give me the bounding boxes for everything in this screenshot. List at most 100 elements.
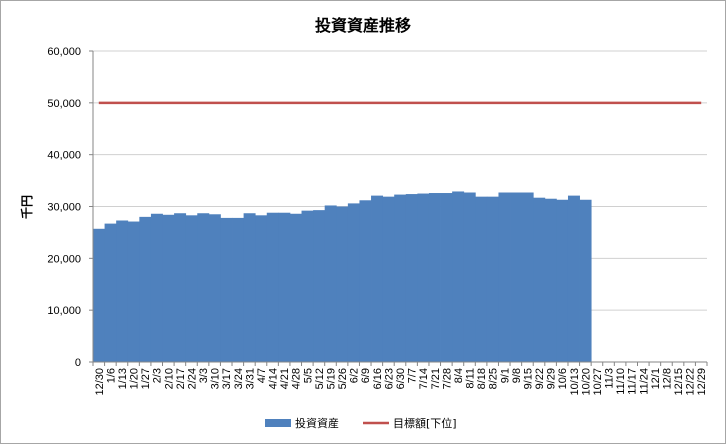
bar-series <box>93 191 592 362</box>
x-tick-label: 8/25 <box>488 368 500 389</box>
bar <box>394 194 407 362</box>
x-tick-label: 12/29 <box>696 368 708 396</box>
bar <box>463 192 476 362</box>
bar <box>382 196 395 362</box>
bar <box>127 221 140 362</box>
bar <box>567 195 580 362</box>
x-tick-label: 10/13 <box>569 368 581 396</box>
bar <box>255 215 268 362</box>
x-tick-label: 5/26 <box>337 368 349 389</box>
bar <box>243 213 256 362</box>
bar <box>475 196 488 362</box>
x-tick-label: 1/27 <box>140 368 152 389</box>
bar <box>440 193 453 362</box>
chart-title: 投資資産推移 <box>315 16 411 35</box>
x-tick-label: 8/11 <box>465 368 477 389</box>
x-tick-label: 4/7 <box>256 368 268 383</box>
bar <box>336 206 349 362</box>
bar <box>556 199 569 362</box>
bar <box>278 212 291 362</box>
y-axis-label: 千円 <box>19 195 34 219</box>
bar <box>510 192 523 362</box>
bar <box>139 216 152 362</box>
x-tick-label: 4/21 <box>279 368 291 389</box>
y-tick-label: 20,000 <box>47 253 81 265</box>
y-tick-label: 60,000 <box>47 46 81 58</box>
bar <box>359 200 372 362</box>
x-tick-label: 10/20 <box>580 368 592 396</box>
x-tick-label: 12/30 <box>94 368 106 396</box>
bar <box>185 215 198 362</box>
x-tick-label: 11/10 <box>615 368 627 395</box>
axes <box>89 50 708 366</box>
bar <box>232 217 245 362</box>
x-tick-label: 6/30 <box>395 368 407 389</box>
x-tick-label: 7/28 <box>441 368 453 389</box>
bar <box>324 205 337 362</box>
bar <box>371 195 384 362</box>
x-tick-label: 11/17 <box>627 368 639 395</box>
x-tick-label: 11/24 <box>638 368 650 395</box>
bar <box>208 214 221 362</box>
x-tick-label: 3/31 <box>244 368 256 389</box>
legend-swatch-bar <box>265 419 291 427</box>
x-tick-label: 4/28 <box>291 368 303 389</box>
x-tick-label: 1/13 <box>117 368 129 389</box>
bar <box>579 199 592 362</box>
bar <box>417 193 430 362</box>
x-tick-label: 5/12 <box>314 368 326 389</box>
x-tick-label: 6/9 <box>360 368 372 383</box>
x-tick-label: 7/7 <box>407 368 419 383</box>
x-tick-label: 3/24 <box>233 368 245 389</box>
x-tick-label: 9/15 <box>522 368 534 389</box>
x-tick-label: 10/6 <box>557 368 569 389</box>
x-tick-label: 12/22 <box>685 368 697 396</box>
bar <box>405 194 418 362</box>
x-tick-label: 5/19 <box>325 368 337 389</box>
x-tick-label: 9/1 <box>499 368 511 383</box>
x-tick-label: 1/20 <box>129 368 141 389</box>
bar <box>116 220 129 362</box>
y-axis-label: 千円 <box>19 195 34 219</box>
x-tick-label: 7/21 <box>430 368 442 389</box>
legend-label-line: 目標額[下位] <box>393 416 457 430</box>
x-tick-label: 6/23 <box>383 368 395 389</box>
x-tick-label: 1/6 <box>105 368 117 383</box>
bar <box>174 213 187 362</box>
y-tick-label: 50,000 <box>47 98 81 110</box>
y-tick-label: 40,000 <box>47 150 81 162</box>
x-tick-label: 8/18 <box>476 368 488 389</box>
bar <box>197 213 210 362</box>
bar <box>313 210 326 362</box>
bar <box>533 197 546 362</box>
y-tick-label: 10,000 <box>47 305 81 317</box>
bar <box>486 196 499 362</box>
x-tick-label: 2/3 <box>152 368 164 383</box>
legend: 投資資産 目標額[下位] <box>265 416 457 430</box>
x-tick-label: 6/16 <box>372 368 384 389</box>
bar <box>428 193 441 362</box>
x-tick-label: 12/15 <box>673 368 685 396</box>
x-tick-label: 9/8 <box>511 368 523 383</box>
x-tick-label: 2/10 <box>163 368 175 389</box>
bar <box>104 223 117 362</box>
bar <box>266 212 279 362</box>
x-tick-label: 9/22 <box>534 368 546 389</box>
y-tick-label: 0 <box>75 357 81 369</box>
bar <box>347 203 360 362</box>
bar <box>452 191 465 362</box>
x-tick-labels: 12/30 1/6 1/13 1/20 1/27 2/3 2/10 2/17 2/24 3/3 3/… <box>94 368 708 396</box>
bar <box>301 210 314 362</box>
x-tick-label: 3/3 <box>198 368 210 383</box>
x-tick-label: 3/17 <box>221 368 233 389</box>
legend-label-bar: 投資資産 <box>295 416 339 430</box>
x-tick-label: 12/8 <box>661 368 673 389</box>
x-tick-label: 2/24 <box>186 368 198 389</box>
bar <box>521 192 534 362</box>
x-tick-label: 11/3 <box>604 368 616 389</box>
x-tick-label: 6/2 <box>349 368 361 383</box>
bar <box>289 213 302 362</box>
x-tick-label: 12/1 <box>650 368 662 389</box>
